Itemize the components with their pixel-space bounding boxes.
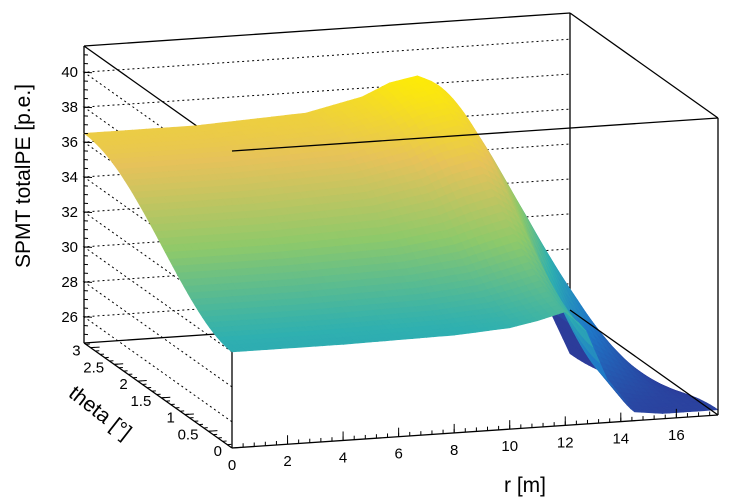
z-tick-label: 40: [61, 64, 78, 81]
y-tick-label: 2: [119, 376, 127, 393]
box-back-edge-7: [569, 12, 719, 119]
z-tick-label: 28: [61, 274, 78, 291]
z-tick-label: 30: [61, 239, 78, 256]
box-back-edge-4: [83, 12, 571, 47]
surface-cell: [227, 348, 240, 353]
y-tick-label: 0: [214, 443, 222, 460]
x-tick-label: 14: [612, 431, 629, 448]
y-tick: [231, 446, 242, 449]
front-box-edges: [231, 117, 719, 449]
box-front-edge-3: [231, 117, 719, 152]
x-tick-label: 2: [283, 453, 291, 470]
x-tick-label: 6: [394, 446, 402, 463]
x-axis-title: r [m]: [504, 474, 546, 497]
surface: [83, 75, 719, 414]
x-tick-label: 10: [501, 438, 518, 455]
z-tick-label: 32: [61, 204, 78, 221]
box-front-edge-0: [231, 414, 719, 449]
y-tick-label: 0.5: [178, 426, 199, 443]
z-tick-label: 38: [61, 99, 78, 116]
x-tick-label: 4: [339, 449, 347, 466]
z-tick-label: 26: [61, 309, 78, 326]
y-tick-label: 1: [167, 410, 175, 427]
y-tick-label: 3: [72, 343, 80, 360]
y-tick-label: 2.5: [83, 359, 104, 376]
box-front-edge-1: [569, 309, 719, 416]
z-tick-label: 34: [61, 169, 78, 186]
x-tick-label: 0: [228, 457, 236, 474]
x-tick-label: 8: [450, 442, 458, 459]
z-axis-title: SPMT totalPE [p.e.]: [12, 84, 35, 268]
y-tick-label: 1.5: [130, 393, 151, 410]
x-tick-label: 12: [557, 434, 574, 451]
x-tick-label: 16: [668, 427, 685, 444]
box-back-edge-0: [83, 342, 233, 449]
z-tick-label: 36: [61, 134, 78, 151]
